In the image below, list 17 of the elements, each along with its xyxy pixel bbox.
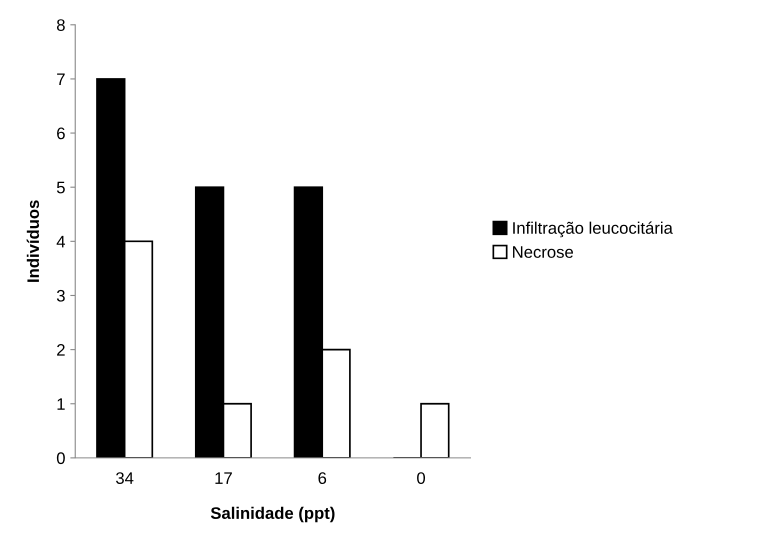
y-tick-label: 1	[58, 398, 65, 410]
y-tick-label: 4	[56, 236, 66, 248]
x-tick-label: 17	[215, 472, 232, 484]
y-tick-label: 7	[57, 74, 65, 85]
legend-label: Infiltração leucocitária	[513, 221, 673, 238]
y-axis-title: Indivíduos	[26, 200, 40, 282]
y-tick-label: 8	[56, 19, 65, 31]
y-tick-label: 5	[56, 182, 65, 194]
x-tick-label: 34	[116, 472, 134, 484]
x-tick-label: 6	[318, 472, 326, 484]
y-tick-label: 6	[57, 127, 65, 140]
x-axis-title: Salinidade (ppt)	[210, 506, 335, 522]
y-tick-label: 0	[56, 452, 65, 464]
x-tick-label: 0	[417, 472, 426, 484]
legend-label: Necrose	[513, 246, 573, 258]
y-tick-label: 2	[57, 344, 65, 356]
y-tick-label: 3	[56, 290, 65, 302]
